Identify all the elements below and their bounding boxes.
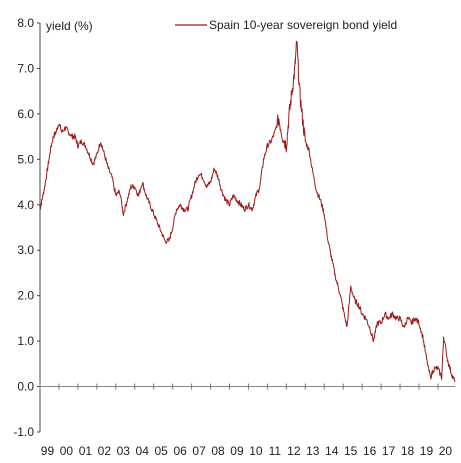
x-tick-label: 05 (154, 444, 168, 458)
y-tick-label: 3.0 (17, 243, 34, 257)
y-tick-label: 5.0 (17, 152, 34, 166)
x-tick-label: 03 (117, 444, 131, 458)
x-tick-label: 15 (344, 444, 358, 458)
y-tick-label: 8.0 (17, 16, 34, 30)
y-tick-label: -1.0 (13, 425, 34, 439)
y-tick-label: 4.0 (17, 198, 34, 212)
x-tick-label: 11 (269, 444, 282, 458)
x-tick-label: 00 (60, 444, 74, 458)
x-tick-label: 16 (363, 444, 377, 458)
y-axis-title: yield (%) (46, 19, 93, 33)
x-tick-label: 19 (420, 444, 434, 458)
x-tick-label: 10 (249, 444, 263, 458)
y-tick-label: 1.0 (17, 334, 34, 348)
plot-area (39, 40, 456, 383)
series-line-spain (39, 40, 456, 383)
y-tick-label: 0.0 (17, 380, 34, 394)
x-tick-label: 99 (41, 444, 55, 458)
y-axis: 8.0 7.0 6.0 5.0 4.0 3.0 2.0 1.0 0.0 -1.0 (13, 16, 41, 439)
y-tick-label: 7.0 (17, 61, 34, 75)
x-tick-label: 13 (306, 444, 320, 458)
x-tick-label: 09 (230, 444, 244, 458)
x-tick-label: 20 (439, 444, 453, 458)
x-tick-label: 06 (173, 444, 187, 458)
x-tick-label: 17 (382, 444, 396, 458)
x-tick-label: 01 (79, 444, 93, 458)
x-tick-label: 12 (287, 444, 301, 458)
x-tick-label: 04 (136, 444, 150, 458)
x-tick-label: 02 (98, 444, 112, 458)
y-tick-label: 2.0 (17, 289, 34, 303)
y-tick-label: 6.0 (17, 107, 34, 121)
x-tick-label: 14 (325, 444, 339, 458)
x-axis: 99 00 01 02 03 04 05 06 07 08 09 10 11 12 13 14 15 16 17 18… (39, 383, 455, 458)
legend: Spain 10-year sovereign bond yield (175, 18, 397, 32)
x-tick-label: 08 (211, 444, 225, 458)
x-tick-label: 18 (401, 444, 415, 458)
legend-label-spain: Spain 10-year sovereign bond yield (209, 18, 397, 32)
x-tick-label: 07 (192, 444, 206, 458)
